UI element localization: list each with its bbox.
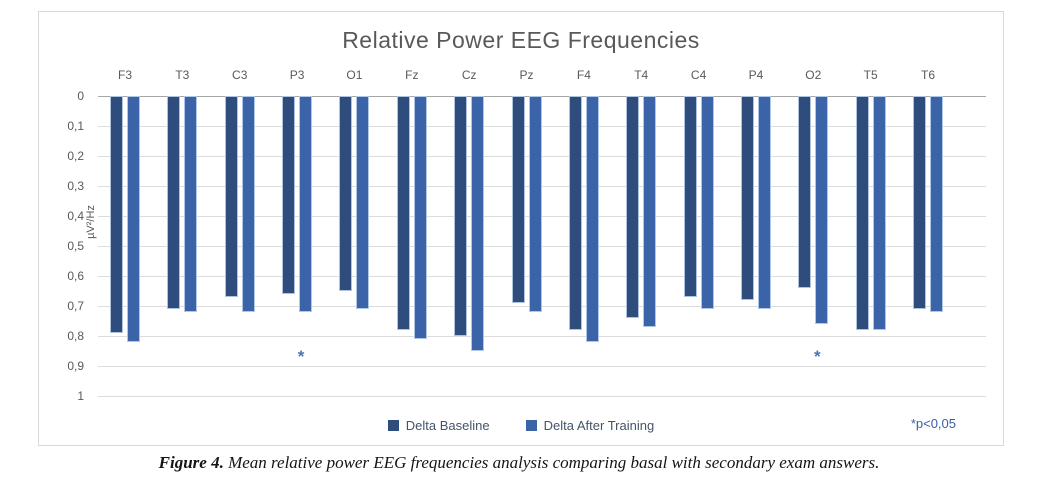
y-tick-label: 0,1 <box>67 119 84 133</box>
bar-delta-after-training-P4 <box>757 96 771 309</box>
y-tick-label: 0,9 <box>67 359 84 373</box>
category-label-Fz: Fz <box>405 68 419 82</box>
bar-delta-after-training-T6 <box>930 96 944 312</box>
bar-delta-baseline-F3 <box>110 96 123 333</box>
y-tick-label: 0,7 <box>67 299 84 313</box>
category-label-T5: T5 <box>863 68 878 82</box>
legend-item-delta-after-training: Delta After Training <box>525 418 655 433</box>
bar-delta-after-training-T5 <box>872 96 886 330</box>
bar-delta-after-training-Pz <box>528 96 542 312</box>
gridline <box>98 306 986 307</box>
bar-delta-after-training-T3 <box>184 96 198 312</box>
gridline <box>98 276 986 277</box>
bar-delta-baseline-Cz <box>454 96 468 336</box>
legend-label: Delta Baseline <box>405 418 490 433</box>
category-label-C4: C4 <box>690 68 707 82</box>
bar-delta-after-training-P3 <box>299 96 313 312</box>
legend-label: Delta After Training <box>543 418 655 433</box>
bar-delta-after-training-C3 <box>241 96 255 312</box>
bar-delta-baseline-T4 <box>626 96 640 318</box>
y-tick-label: 0,2 <box>67 149 84 163</box>
gridline <box>98 336 986 337</box>
y-tick-label: 0,4 <box>67 209 84 223</box>
bar-delta-baseline-T3 <box>167 96 181 309</box>
bar-delta-baseline-Fz <box>396 96 410 330</box>
legend-item-delta-baseline: Delta Baseline <box>387 418 490 433</box>
category-label-O1: O1 <box>346 68 363 82</box>
gridline <box>98 246 986 247</box>
significance-note: *p<0,05 <box>910 416 956 431</box>
figure-caption-prefix: Figure 4. <box>158 453 224 472</box>
y-tick-label: 0,5 <box>67 239 84 253</box>
category-label-T3: T3 <box>175 68 190 82</box>
y-axis-unit-label: µV²/Hz <box>85 205 97 239</box>
bar-delta-after-training-F3 <box>127 96 140 342</box>
bar-delta-baseline-T6 <box>913 96 927 309</box>
gridline <box>98 186 986 187</box>
bar-delta-after-training-O2 <box>815 96 829 324</box>
gridline <box>98 396 986 397</box>
bar-delta-baseline-C4 <box>683 96 697 297</box>
legend-swatch-icon <box>387 420 399 431</box>
y-tick-label: 0,3 <box>67 179 84 193</box>
category-label-Pz: Pz <box>519 68 534 82</box>
bar-delta-baseline-C3 <box>224 96 238 297</box>
chart-panel: Relative Power EEG Frequencies µV²/Hz De… <box>38 11 1004 446</box>
bar-delta-after-training-T4 <box>643 96 657 327</box>
category-label-C3: C3 <box>232 68 248 82</box>
gridline <box>98 216 986 217</box>
category-label-F3: F3 <box>117 68 132 82</box>
category-label-T4: T4 <box>634 68 649 82</box>
y-tick-label: 1 <box>77 389 84 403</box>
bar-delta-after-training-Cz <box>471 96 485 351</box>
bar-delta-baseline-P3 <box>282 96 296 294</box>
bar-delta-baseline-O1 <box>339 96 353 291</box>
category-label-T6: T6 <box>921 68 936 82</box>
bar-delta-after-training-Fz <box>413 96 427 339</box>
significance-asterisk-P3: * <box>297 347 305 366</box>
bar-delta-baseline-T5 <box>855 96 869 330</box>
bar-delta-after-training-O1 <box>356 96 370 309</box>
bar-delta-baseline-P4 <box>740 96 754 300</box>
category-label-P4: P4 <box>748 68 764 82</box>
gridline <box>98 156 986 157</box>
category-label-F4: F4 <box>576 68 591 82</box>
bar-delta-baseline-O2 <box>798 96 812 288</box>
bar-delta-baseline-F4 <box>568 96 582 330</box>
figure-caption: Figure 4. Mean relative power EEG freque… <box>0 453 1038 473</box>
bar-delta-baseline-Pz <box>511 96 525 303</box>
gridline <box>98 366 986 367</box>
y-tick-label: 0,6 <box>67 269 84 283</box>
significance-asterisk-O2: * <box>814 347 821 366</box>
y-tick-label: 0 <box>77 89 84 103</box>
zero-axis-line <box>98 96 986 97</box>
gridline <box>98 126 986 127</box>
figure-caption-text: Mean relative power EEG frequencies anal… <box>223 453 880 472</box>
category-label-P3: P3 <box>289 68 305 82</box>
category-label-O2: O2 <box>805 68 822 82</box>
legend-swatch-icon <box>525 420 537 431</box>
bar-delta-after-training-F4 <box>585 96 599 342</box>
legend: Delta Baseline Delta After Training <box>39 418 1003 433</box>
category-label-Cz: Cz <box>461 68 477 82</box>
y-tick-label: 0,8 <box>67 329 84 343</box>
chart-title: Relative Power EEG Frequencies <box>342 27 700 53</box>
bar-delta-after-training-C4 <box>700 96 714 309</box>
